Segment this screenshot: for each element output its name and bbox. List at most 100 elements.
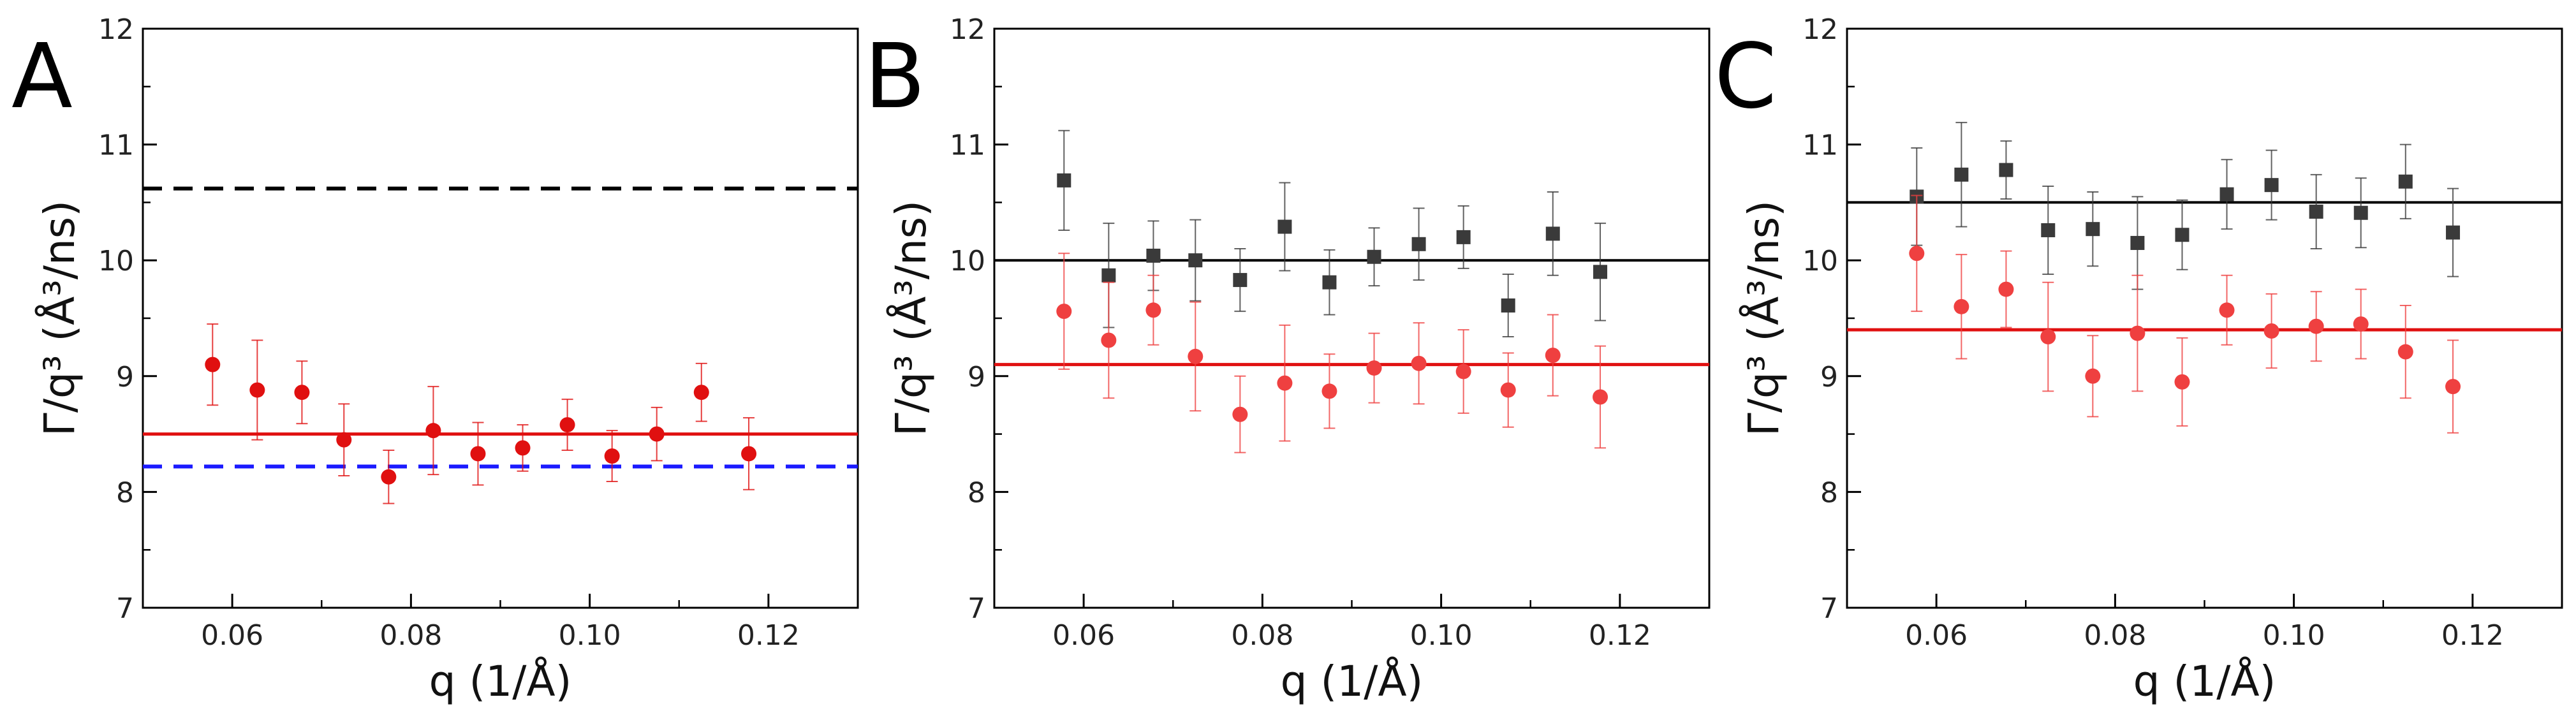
y-tick-label: 10: [950, 245, 985, 277]
data-point: [1545, 348, 1561, 364]
data-point: [2308, 318, 2324, 334]
x-tick-label: 0.08: [379, 619, 442, 652]
x-axis-label: q (1/Å): [429, 657, 572, 706]
y-tick-label: 10: [1802, 245, 1838, 277]
data-point: [1998, 281, 2014, 297]
data-point: [2353, 205, 2368, 220]
data-point: [425, 423, 441, 439]
data-point: [1411, 355, 1427, 371]
y-tick-label: 11: [950, 129, 985, 162]
data-point: [470, 446, 486, 462]
series-red: [1909, 195, 2461, 434]
data-point: [249, 382, 265, 398]
data-point: [2219, 187, 2234, 202]
y-tick-label: 9: [116, 361, 134, 393]
data-point: [2353, 316, 2369, 332]
data-point: [2263, 323, 2279, 339]
data-point: [381, 469, 397, 485]
data-point: [1277, 375, 1293, 391]
y-tick-label: 10: [98, 245, 134, 277]
data-point: [1999, 163, 2013, 177]
x-axis-label: q (1/Å): [1281, 657, 1424, 706]
data-point: [2398, 174, 2413, 189]
x-tick-label: 0.08: [2084, 619, 2146, 652]
y-tick-label: 7: [116, 592, 134, 625]
data-point: [2085, 368, 2101, 384]
series-black: [1057, 129, 1608, 338]
data-point: [1322, 275, 1337, 290]
data-point: [1593, 389, 1608, 405]
x-axis-label: q (1/Å): [2133, 657, 2276, 706]
data-point: [1455, 364, 1471, 379]
data-point: [1411, 237, 1426, 251]
y-axis-label: Γ/q³ (Å³/ns): [887, 200, 936, 436]
data-point: [2446, 225, 2461, 240]
data-point: [559, 417, 575, 433]
data-point: [2175, 228, 2190, 242]
data-point: [741, 446, 757, 462]
data-point: [1593, 265, 1608, 279]
data-point: [1366, 360, 1382, 376]
data-point: [1188, 253, 1203, 268]
y-tick-label: 8: [116, 476, 134, 509]
data-point: [693, 385, 709, 400]
y-tick-label: 11: [1802, 129, 1838, 162]
data-point: [1146, 248, 1161, 263]
series-red: [205, 323, 757, 504]
x-tick-label: 0.10: [1410, 619, 1473, 652]
data-point: [1101, 268, 1116, 283]
data-point: [2040, 329, 2056, 345]
data-point: [294, 385, 310, 400]
y-tick-label: 12: [950, 13, 985, 46]
data-point: [1188, 348, 1203, 364]
data-point: [1233, 273, 1248, 288]
y-axis-label: Γ/q³ (Å³/ns): [35, 200, 84, 436]
y-axis-label: Γ/q³ (Å³/ns): [1739, 200, 1788, 436]
chart-panel-a: A 7 8 9 10 11 12 0.06 0.08 0.10 0.12 q (1/Å) Γ/q³ (Å…: [11, 13, 859, 706]
data-point: [2219, 302, 2235, 318]
x-tick-label: 0.10: [2263, 619, 2325, 652]
y-tick-label: 9: [1820, 361, 1838, 393]
data-point: [1057, 173, 1071, 187]
plot-frame: [142, 27, 859, 609]
chart-panel-c: C 7 8 9 10 11 12 0.06 0.08 0.10 0.12 q (1/Å) Γ/q³ (Å…: [1714, 13, 2563, 706]
data-point: [2130, 325, 2145, 341]
panel-label: B: [864, 25, 925, 129]
data-point: [1501, 298, 1515, 313]
x-tick-label: 0.08: [1231, 619, 1293, 652]
data-point: [1456, 230, 1471, 244]
data-point: [336, 432, 352, 448]
x-tick-label: 0.06: [1905, 619, 1968, 652]
chart-panel-b: B 7 8 9 10 11 12 0.06 0.08 0.10 0.12 q (1/Å) Γ/q³ (Å…: [864, 13, 1711, 706]
panel-label: A: [11, 25, 73, 129]
data-point: [649, 426, 665, 442]
data-point: [2174, 374, 2190, 390]
data-point: [2130, 235, 2145, 250]
data-point: [515, 440, 531, 456]
plot-frame: [993, 27, 1711, 609]
x-tick-label: 0.12: [1589, 619, 1651, 652]
y-tick-label: 7: [968, 592, 985, 625]
y-tick-label: 7: [1820, 592, 1838, 625]
x-tick-label: 0.12: [2441, 619, 2504, 652]
x-tick-label: 0.06: [201, 619, 263, 652]
data-point: [2397, 344, 2413, 360]
data-point: [1232, 406, 1248, 422]
data-point: [1954, 167, 1969, 182]
x-tick-label: 0.06: [1052, 619, 1115, 652]
x-tick-label: 0.10: [559, 619, 621, 652]
data-point: [1101, 332, 1117, 348]
panel-label: C: [1714, 25, 1777, 129]
data-point: [1545, 226, 1560, 241]
data-point: [2309, 204, 2323, 219]
y-tick-label: 8: [1820, 476, 1838, 509]
data-point: [2445, 379, 2461, 395]
data-point: [1056, 304, 1072, 320]
y-tick-label: 11: [98, 129, 134, 162]
data-point: [205, 356, 221, 372]
data-point: [1500, 382, 1516, 398]
y-tick-label: 9: [968, 361, 985, 393]
data-point: [1909, 246, 1925, 261]
data-point: [1277, 219, 1292, 234]
